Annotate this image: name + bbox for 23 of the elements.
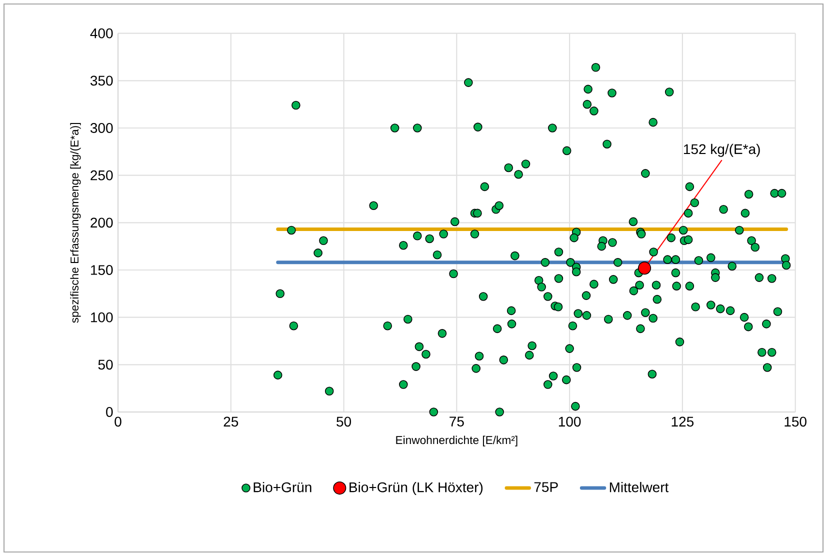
x-tick-label: 75 [450, 416, 464, 426]
legend-label: Mittelwert [610, 482, 669, 492]
y-tick-label: 300 [90, 123, 113, 133]
x-tick-label: 100 [558, 416, 581, 427]
legend-label: Bio+Grün (LK Höxter) [350, 482, 483, 496]
x-tick-label: 150 [784, 416, 806, 427]
x-axis-title: Einwohnerdichte [E/km²] [396, 436, 518, 446]
legend-label: 75P [534, 482, 558, 492]
y-tick-label: 350 [90, 76, 113, 86]
y-tick-label: 0 [106, 407, 113, 417]
y-axis-title: spezifische Erfassungsmenge [kg/(E*a)] [70, 123, 81, 323]
annotation: 152 kg/(E*a) [684, 144, 760, 157]
x-tick-label: 25 [224, 416, 238, 427]
y-tick-label: 150 [91, 265, 113, 275]
x-tick-label: 50 [336, 416, 352, 427]
x-tick-label: 125 [672, 416, 694, 427]
legend-label: Bio+Grün [254, 482, 312, 492]
y-tick-label: 250 [90, 170, 113, 180]
y-tick-label: 200 [90, 218, 113, 228]
y-tick-label: 100 [91, 312, 113, 322]
x-tick-label: 0 [114, 416, 122, 427]
y-tick-label: 400 [90, 28, 113, 38]
y-tick-label: 50 [98, 360, 113, 370]
